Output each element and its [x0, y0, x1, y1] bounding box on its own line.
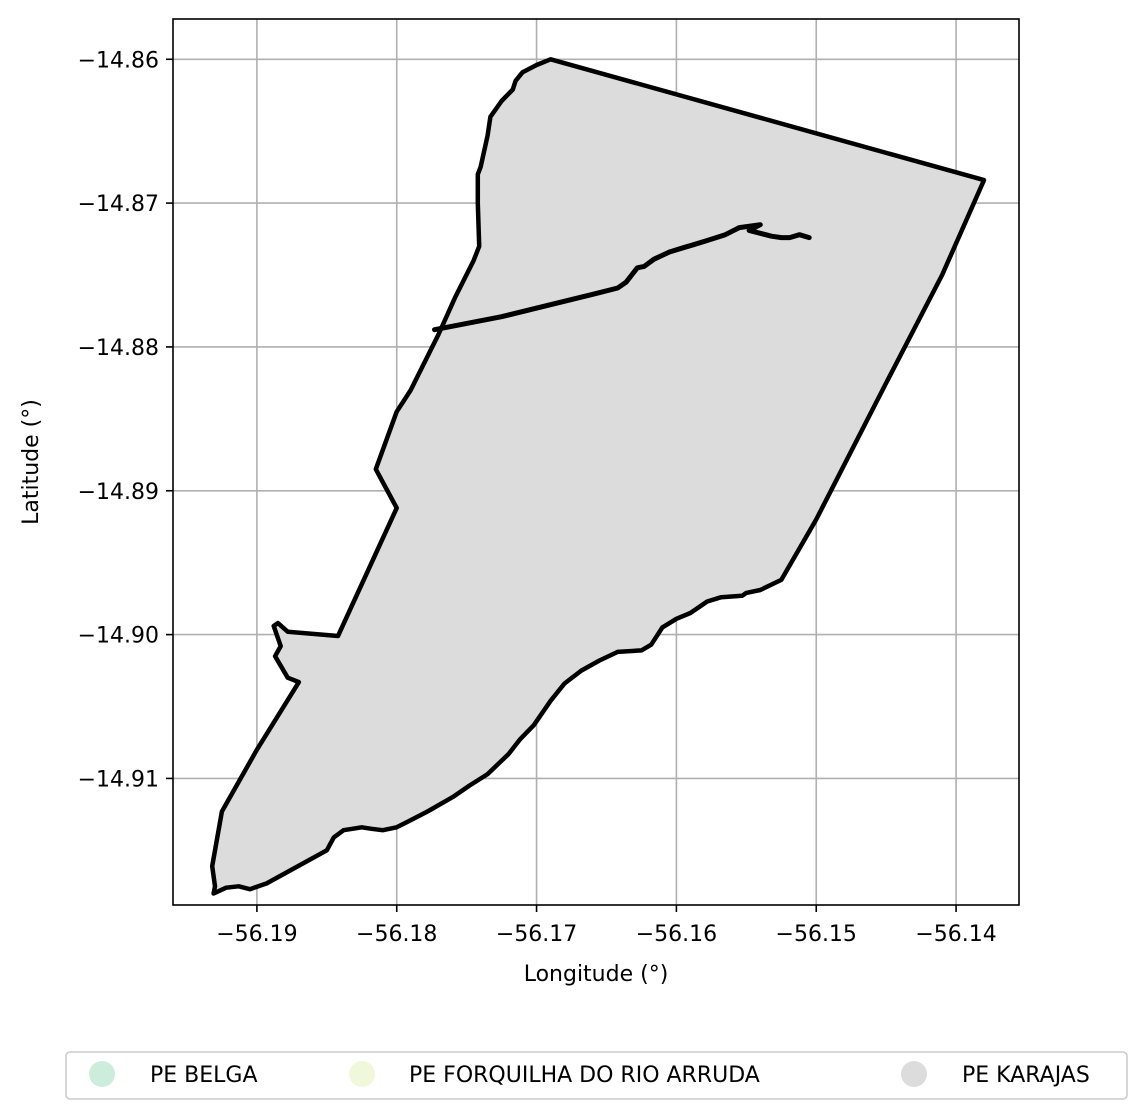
y-tick-label-1: −14.87 [78, 192, 159, 217]
legend-label-pe-belga: PE BELGA [150, 1063, 258, 1088]
x-axis-ticks: −56.19 −56.18 −56.17 −56.16 −56.15 −56.14 [216, 905, 997, 947]
y-axis-ticks: −14.86 −14.87 −14.88 −14.89 −14.90 −14.91 [78, 48, 173, 792]
plot-frame [172, 18, 1020, 906]
region-pe-karajas [209, 57, 987, 896]
x-axis-label: Longitude (°) [524, 962, 669, 987]
legend: PE BELGA PE FORQUILHA DO RIO ARRUDA PE KAR… [65, 1051, 1128, 1100]
x-tick-label-4: −56.15 [776, 922, 857, 947]
y-tick-label-4: −14.90 [78, 624, 159, 649]
x-tick-label-1: −56.18 [356, 922, 437, 947]
legend-marker-pe-karajas [901, 1061, 927, 1087]
x-tick-label-5: −56.14 [915, 922, 996, 947]
map-regions [209, 57, 987, 896]
x-tick-label-0: −56.19 [216, 922, 297, 947]
y-tick-label-0: −14.86 [78, 48, 159, 73]
y-tick-label-2: −14.88 [78, 336, 159, 361]
y-tick-label-5: −14.91 [78, 767, 159, 792]
x-tick-label-3: −56.16 [636, 922, 717, 947]
legend-marker-pe-forquilha-do-rio-arruda [349, 1061, 375, 1087]
legend-marker-pe-belga [89, 1061, 115, 1087]
legend-label-pe-karajas: PE KARAJAS [962, 1063, 1090, 1088]
legend-box [65, 1051, 1128, 1100]
y-axis-label: Latitude (°) [19, 399, 44, 525]
region-inner-boundary-pe-karajas [432, 222, 812, 333]
y-tick-label-3: −14.89 [78, 480, 159, 505]
x-tick-label-2: −56.17 [496, 922, 577, 947]
legend-label-pe-forquilha-do-rio-arruda: PE FORQUILHA DO RIO ARRUDA [409, 1063, 760, 1088]
